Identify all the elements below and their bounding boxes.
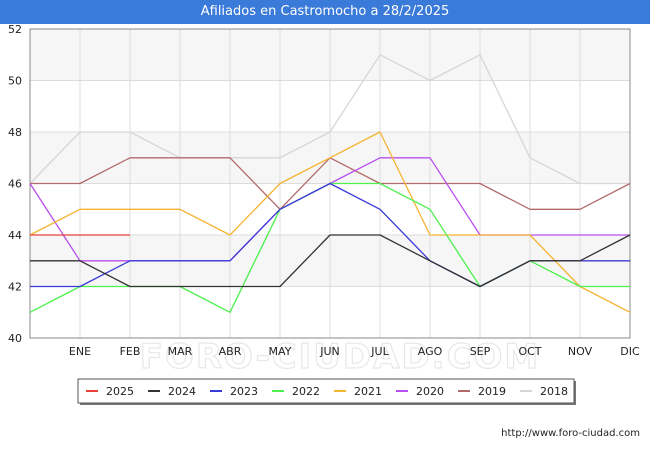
series-line-2021 [29,131,631,313]
source-url[interactable]: http://www.foro-ciudad.com [501,428,640,439]
watermark: FORO-CIUDAD.COM [140,337,541,377]
x-tick-label: MAR [168,345,193,358]
legend-label-2022: 2022 [292,385,320,398]
y-tick-label: 42 [8,281,22,294]
y-tick-label: 40 [8,332,22,345]
legend-label-2018: 2018 [540,385,568,398]
y-tick-label: 46 [8,178,22,191]
legend-label-2023: 2023 [230,385,258,398]
legend-label-2021: 2021 [354,385,382,398]
y-tick-label: 52 [8,23,22,36]
legend [77,378,575,404]
x-tick-label: JUL [370,345,389,358]
x-tick-label: DIC [620,345,640,358]
x-tick-label: JUN [319,345,340,358]
x-tick-label: OCT [518,345,541,358]
x-tick-label: SEP [470,345,491,358]
legend-label-2024: 2024 [168,385,196,398]
y-tick-label: 50 [8,75,22,88]
y-tick-label: 48 [8,126,22,139]
legend-label-2020: 2020 [416,385,444,398]
x-tick-label: AGO [418,345,443,358]
x-tick-label: MAY [269,345,292,358]
legend-label-2025: 2025 [106,385,134,398]
legend-label-2019: 2019 [478,385,506,398]
y-tick-label: 44 [8,229,22,242]
chart-title: Afiliados en Castromocho a 28/2/2025 [0,0,650,24]
x-tick-label: FEB [120,345,141,358]
x-tick-label: ABR [219,345,242,358]
series-line-2024 [30,234,631,288]
x-tick-label: NOV [568,345,593,358]
series-line-2018 [29,54,630,185]
x-tick-label: ENE [69,345,91,358]
